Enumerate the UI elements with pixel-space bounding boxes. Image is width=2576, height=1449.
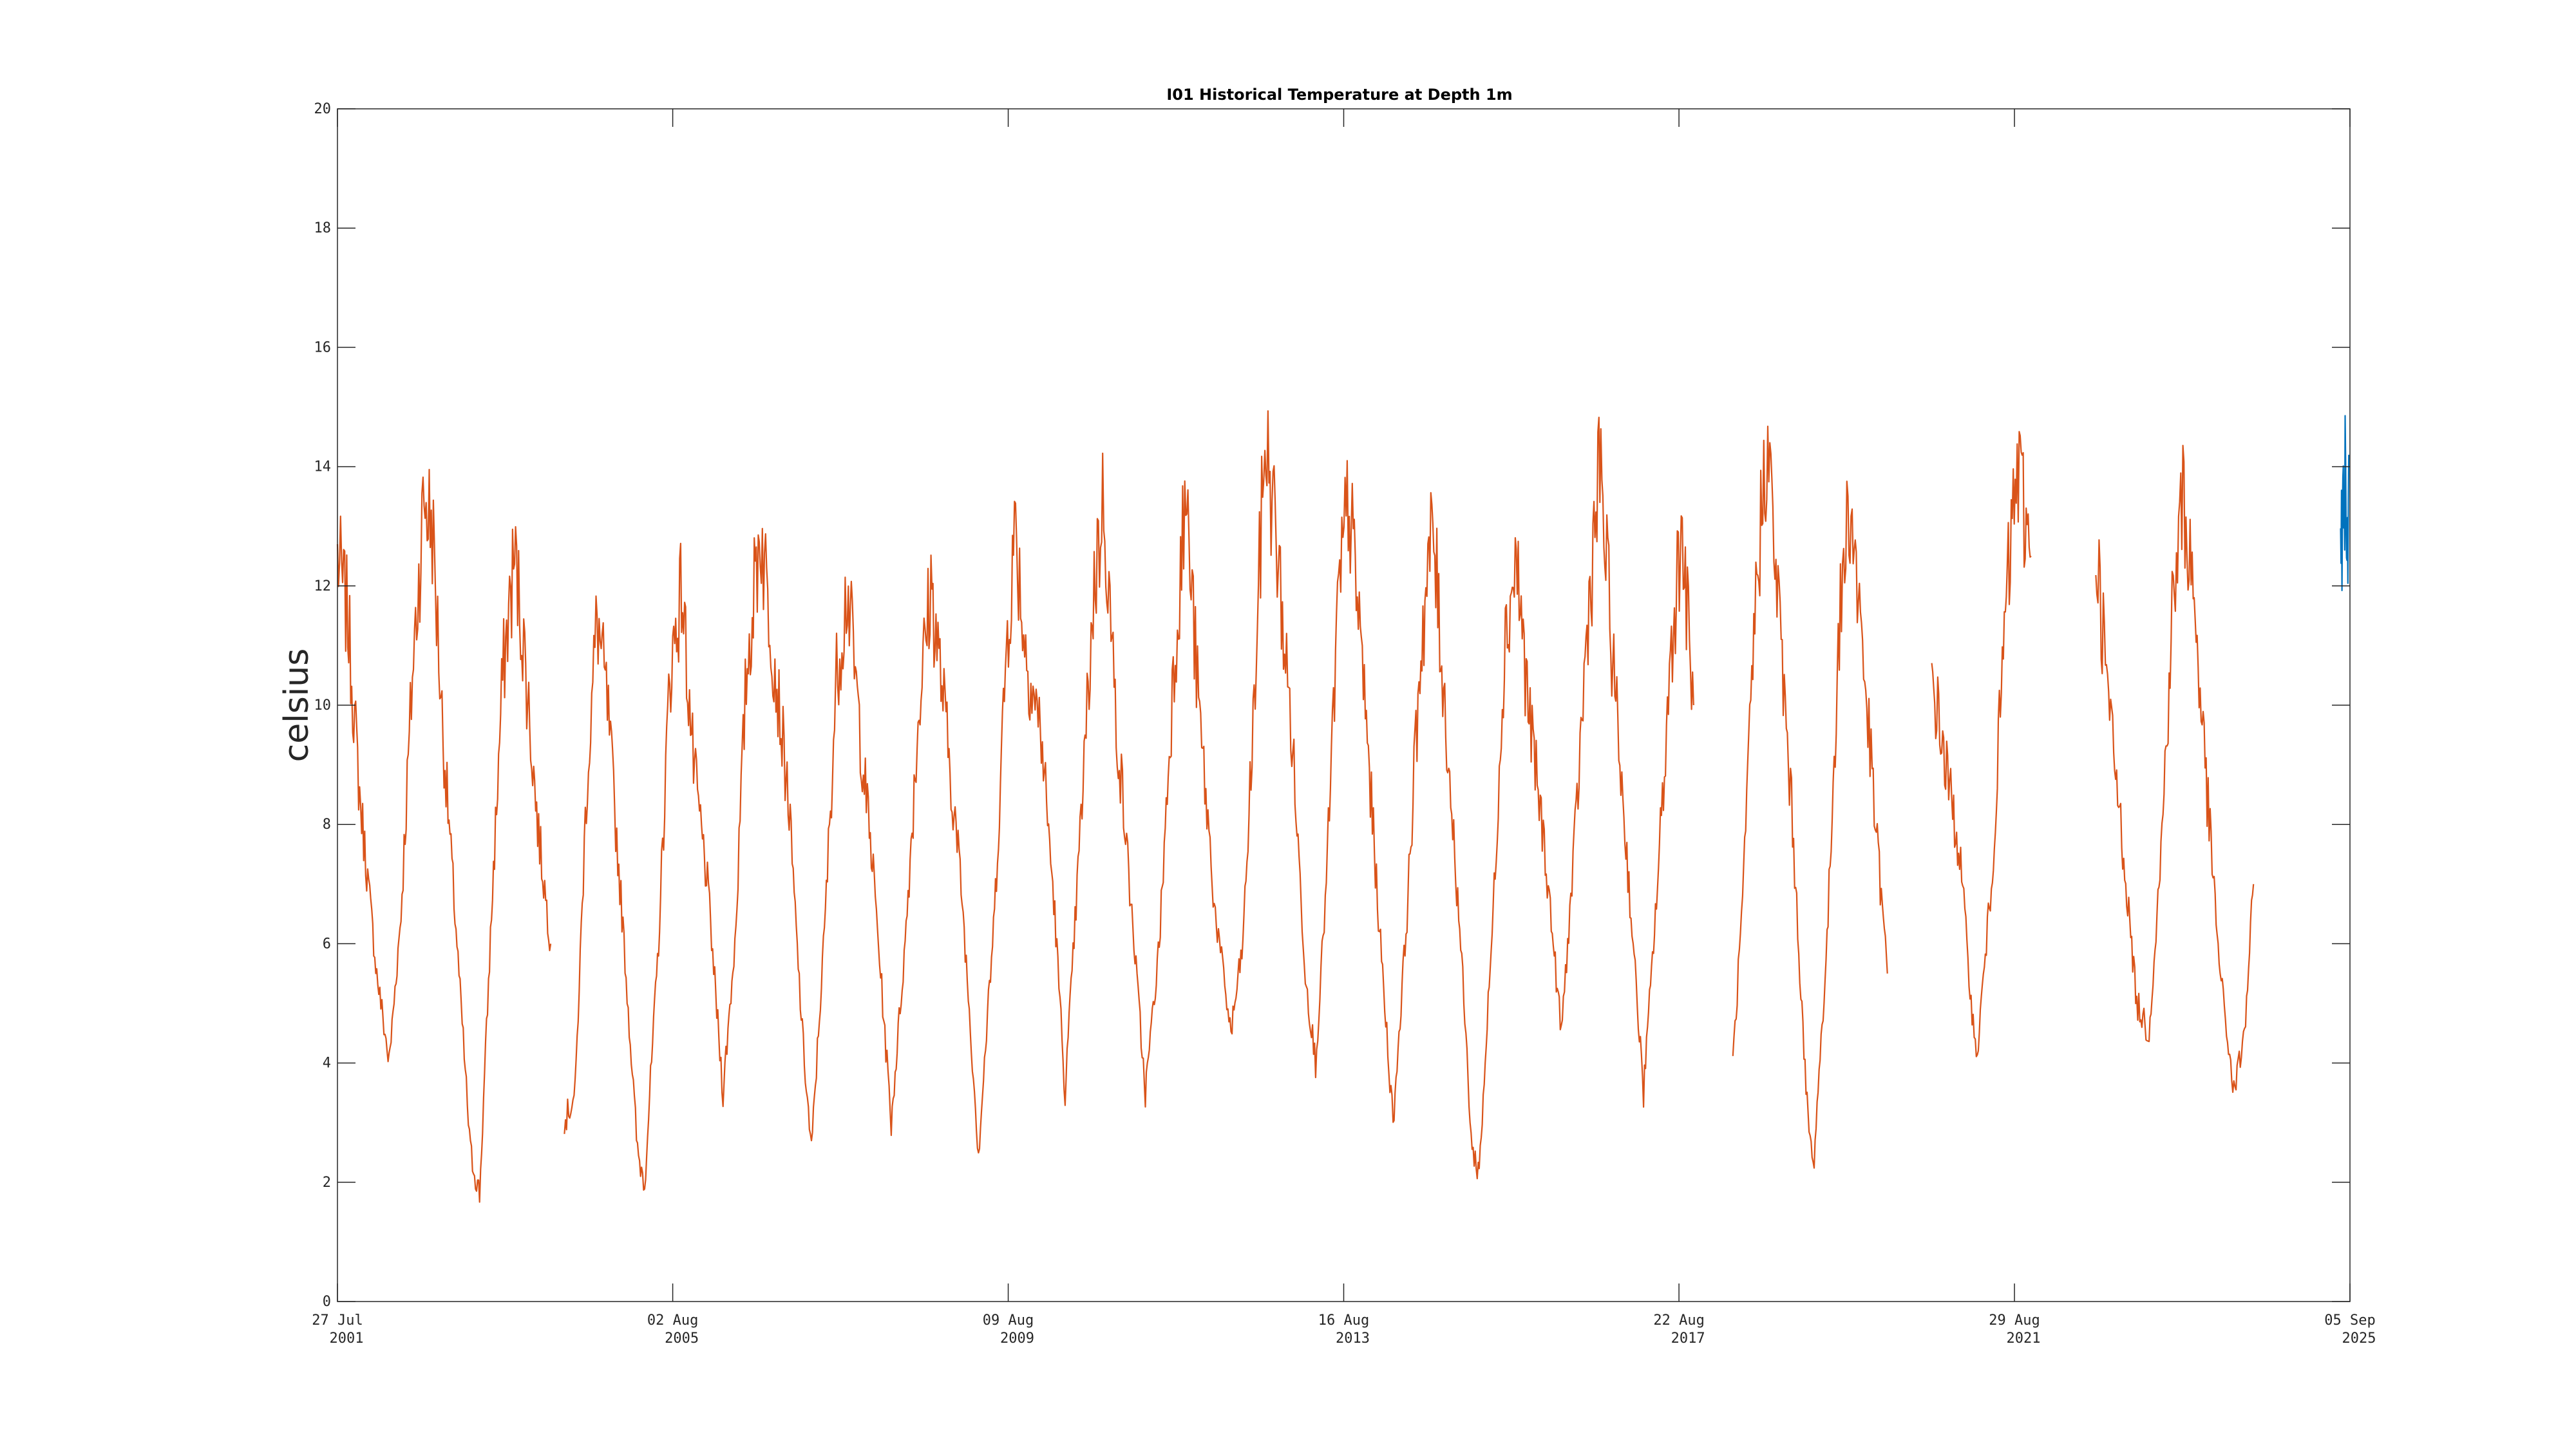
y-tick-label: 6 [323,936,331,952]
y-tick-label: 10 [314,697,332,714]
x-tick-label-year: 2013 [1336,1331,1370,1347]
x-tick-label-date: 27 Jul [312,1312,363,1329]
series-0-segment-4 [2095,444,2255,1094]
y-tick-label: 8 [323,817,331,833]
series-1-segment-0 [2340,415,2350,592]
y-tick-label: 18 [314,220,332,236]
series-0-segment-3 [1931,431,2032,1057]
y-tick-label: 16 [314,339,332,355]
chart-title: I01 Historical Temperature at Depth 1m [1166,86,1512,104]
x-tick-label-date: 09 Aug [983,1312,1034,1329]
plot-frame [337,108,2351,1302]
x-tick-label-year: 2005 [665,1331,699,1347]
y-tick-label: 14 [314,459,332,475]
series-layer [336,410,2350,1203]
series-0-segment-1 [564,410,1694,1191]
x-tick-label-year: 2009 [1000,1331,1034,1347]
series-0-segment-2 [1732,425,1888,1169]
x-tick-label-date: 22 Aug [1653,1312,1704,1329]
x-tick-label-date: 02 Aug [647,1312,698,1329]
axis-layer: 0 2 4 6 8 10 12 14 16 18 20 27 Jul 2001 02 Aug 2005 09 … [312,101,2376,1347]
y-tick-label: 0 [323,1294,331,1310]
x-tick-label-year: 2001 [330,1331,364,1347]
y-tick-label: 4 [323,1056,331,1072]
y-axis-label: celsius [278,649,316,762]
x-tick-label-date: 05 Sep [2324,1312,2375,1329]
x-tick-label-year: 2017 [1671,1331,1705,1347]
x-tick-label-year: 2025 [2342,1331,2376,1347]
x-tick-label-date: 16 Aug [1318,1312,1369,1329]
series-0-segment-0 [336,468,552,1203]
y-tick-label: 2 [323,1175,331,1191]
x-tick-label-date: 29 Aug [1989,1312,2040,1329]
x-tick-label-year: 2021 [2007,1331,2041,1347]
y-tick-label: 12 [314,578,332,594]
y-tick-label: 20 [314,101,332,117]
